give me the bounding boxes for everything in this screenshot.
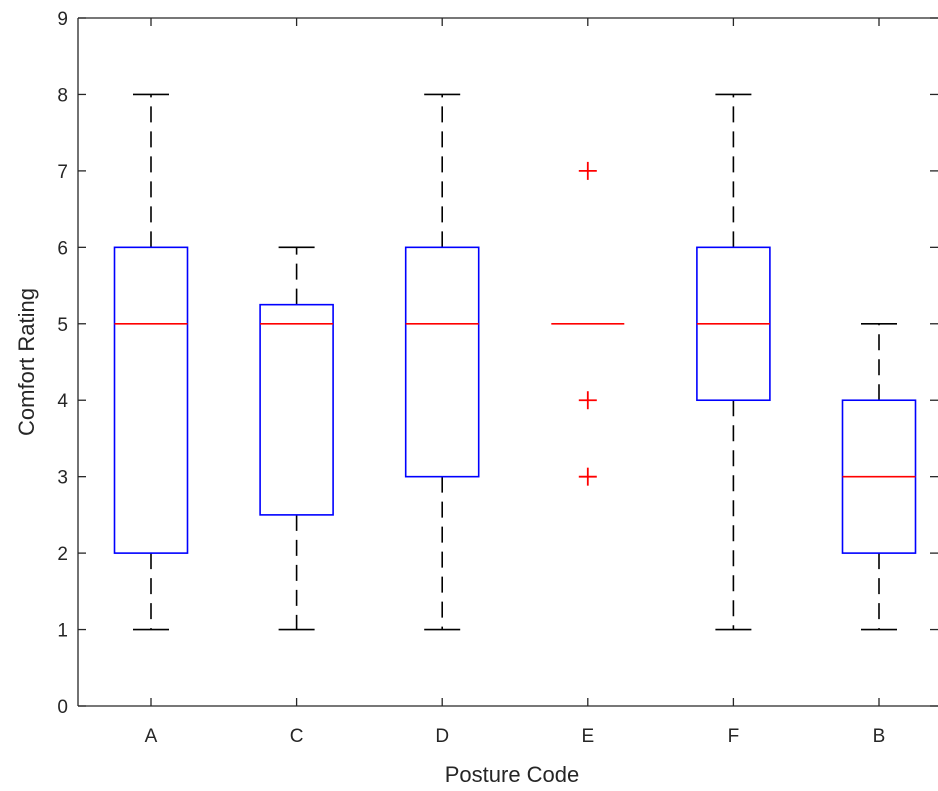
y-tick-label: 1	[57, 621, 68, 642]
iqr-box	[113, 246, 189, 554]
outlier-marker	[578, 391, 597, 410]
iqr-box	[404, 246, 480, 478]
outlier-marker	[578, 161, 597, 180]
box-B	[841, 322, 917, 631]
box-A	[113, 93, 189, 631]
x-tick-label: F	[728, 726, 740, 747]
y-axis-title: Comfort Rating	[14, 288, 39, 436]
box-E	[551, 161, 625, 486]
y-tick-label: 7	[57, 162, 68, 183]
y-tick-label: 3	[57, 468, 68, 489]
x-tick-label: E	[581, 726, 594, 747]
boxes-layer	[113, 93, 917, 631]
y-tick-label: 9	[57, 9, 68, 30]
outlier-marker	[578, 467, 597, 486]
x-axis-title: Posture Code	[445, 762, 580, 787]
y-tick-label: 8	[57, 85, 68, 106]
box-C	[259, 246, 334, 631]
box-D	[404, 93, 480, 631]
y-tick-label: 6	[57, 238, 68, 259]
plot-area	[77, 17, 938, 707]
x-tick-label: C	[290, 726, 304, 747]
iqr-box	[259, 303, 334, 516]
y-tick-label: 2	[57, 544, 68, 565]
x-tick-label: B	[873, 726, 886, 747]
y-tick-label: 0	[57, 697, 68, 718]
y-tick-label: 4	[57, 391, 68, 412]
box-F	[696, 93, 771, 631]
y-axis: 0 1 2 3 4 5 6 7 8 9	[57, 9, 938, 718]
x-tick-label: D	[435, 726, 449, 747]
y-tick-label: 5	[57, 315, 68, 336]
x-tick-label: A	[145, 726, 158, 747]
